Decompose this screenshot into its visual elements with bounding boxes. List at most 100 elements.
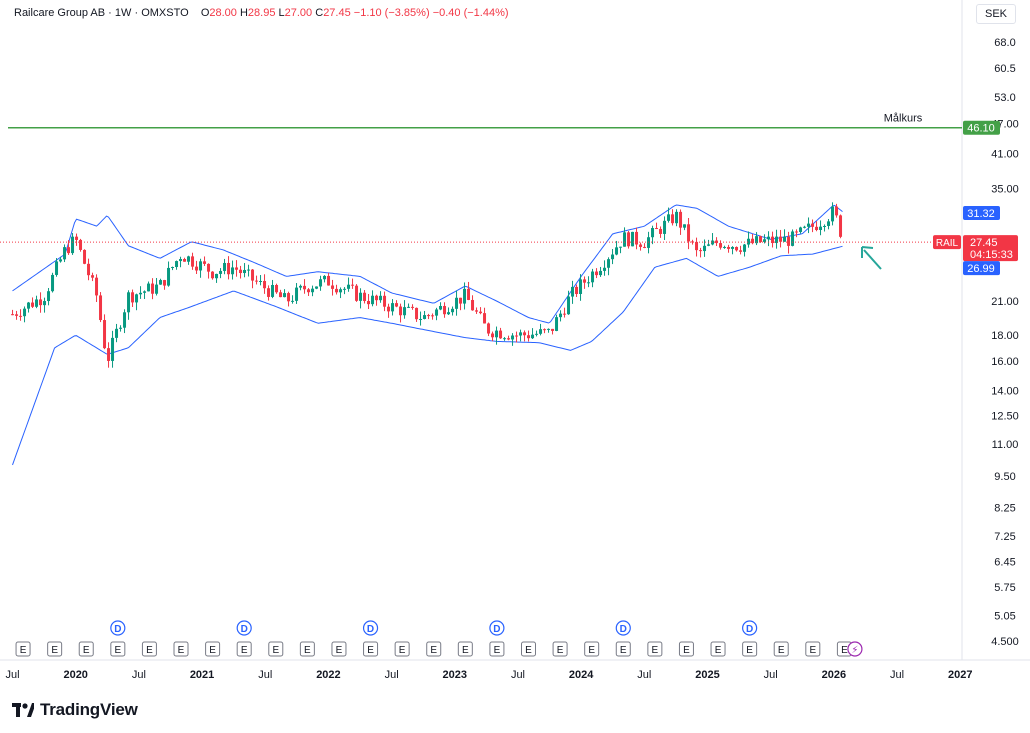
candle-body	[143, 291, 147, 293]
earnings-marker-icon	[773, 641, 789, 657]
candle-body	[123, 312, 127, 328]
candle-body	[287, 293, 291, 302]
earnings-marker-icon	[394, 641, 410, 657]
high-label: H	[239, 7, 248, 19]
earnings-marker-label: E	[588, 645, 595, 656]
change-value-2: −0.40 (−1.44%)	[432, 7, 509, 19]
candle-body	[659, 228, 663, 234]
candle-body	[607, 259, 611, 268]
candle-body	[631, 231, 635, 247]
candle-body	[483, 313, 487, 324]
candle-body	[211, 271, 215, 279]
candle-body	[167, 267, 171, 286]
candle-body	[171, 267, 175, 269]
candle-body	[63, 247, 67, 260]
candle-body	[583, 279, 587, 283]
candle-body	[539, 329, 543, 334]
target-label: Målkurs	[884, 113, 923, 125]
candle-body	[323, 275, 327, 280]
candle-body	[147, 283, 151, 292]
candle-body	[311, 288, 315, 293]
low-value: 27.00	[284, 7, 313, 19]
candle-body	[627, 232, 631, 247]
bollinger-upper-line	[12, 204, 843, 324]
candle-body	[243, 269, 247, 274]
candle-body	[315, 286, 319, 289]
candle-body	[183, 259, 187, 262]
candle-body	[555, 317, 559, 331]
change-value: −1.10 (−3.85%)	[353, 7, 430, 19]
candle-body	[559, 313, 563, 318]
candle-body	[531, 334, 535, 339]
candle-body	[371, 295, 375, 305]
candle-body	[475, 310, 479, 312]
candle-body	[723, 246, 727, 248]
candle-body	[743, 244, 747, 252]
candle-body	[159, 280, 163, 285]
candle-body	[827, 221, 831, 226]
candle-body	[775, 236, 779, 244]
earnings-marker-label: E	[367, 645, 374, 656]
candle-body	[735, 246, 739, 251]
candle-body	[803, 226, 807, 228]
candle-body	[767, 236, 771, 240]
candle-body	[467, 288, 471, 300]
candle-body	[619, 246, 623, 248]
x-tick-label: Jul	[5, 669, 19, 681]
candle-body	[535, 333, 539, 335]
candle-body	[771, 236, 775, 244]
candle-body	[683, 224, 687, 228]
candle-body	[711, 240, 715, 245]
earnings-marker-label: E	[809, 645, 816, 656]
last-price-label: 27.45	[970, 237, 998, 249]
earnings-marker-icon	[110, 641, 126, 657]
candle-body	[263, 280, 267, 289]
candle-body	[547, 328, 551, 330]
candle-body	[203, 261, 207, 264]
earnings-marker-icon	[805, 641, 821, 657]
candle-body	[299, 285, 303, 288]
candle-body	[459, 297, 463, 304]
tradingview-logo[interactable]: TradingView	[12, 700, 138, 720]
close-label: C	[315, 7, 324, 19]
tradingview-icon	[12, 703, 34, 717]
candle-body	[759, 236, 763, 242]
y-tick-label: 12.50	[991, 411, 1019, 423]
candle-body	[235, 267, 239, 270]
brand-name: TradingView	[40, 700, 138, 719]
candle-body	[151, 283, 155, 294]
upper-band-label: 31.32	[967, 208, 995, 220]
candle-body	[755, 236, 759, 244]
candle-body	[119, 327, 123, 329]
x-tick-label: 2020	[63, 669, 87, 681]
y-tick-label: 5.05	[994, 611, 1015, 623]
y-tick-label: 9.50	[994, 471, 1015, 483]
x-tick-label: Jul	[258, 669, 272, 681]
candle-body	[675, 211, 679, 224]
candle-body	[239, 269, 243, 274]
earnings-marker-label: E	[715, 645, 722, 656]
open-label: O	[200, 7, 210, 19]
currency-button[interactable]: SEK	[976, 4, 1016, 24]
candle-body	[787, 236, 791, 246]
earnings-marker-label: E	[20, 645, 27, 656]
candle-body	[379, 295, 383, 301]
candle-body	[279, 292, 283, 298]
candle-body	[107, 348, 111, 361]
earnings-marker-icon	[742, 641, 758, 657]
candle-body	[427, 315, 431, 317]
candle-body	[327, 275, 331, 286]
candle-body	[51, 274, 55, 292]
price-chart[interactable]: 68.060.553.047.0041.0035.0021.0018.0016.…	[0, 0, 1030, 690]
candle-body	[259, 280, 263, 282]
candle-body	[87, 263, 91, 276]
candle-body	[291, 300, 295, 302]
candle-body	[655, 228, 659, 230]
candle-body	[187, 256, 191, 262]
candle-body	[507, 338, 511, 340]
candle-body	[587, 282, 591, 284]
earnings-marker-label: E	[430, 645, 437, 656]
candle-body	[355, 285, 359, 301]
candle-body	[363, 292, 367, 301]
candle-body	[383, 295, 387, 307]
